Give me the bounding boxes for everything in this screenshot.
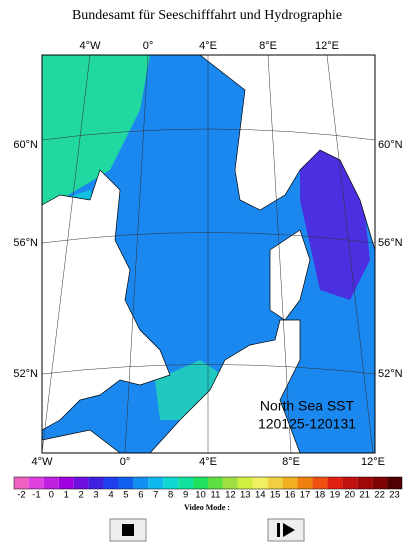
bottom-lon-label: 4°E bbox=[199, 456, 217, 468]
colorbar-cell bbox=[237, 477, 253, 489]
colorbar-cell bbox=[267, 477, 283, 489]
lat-label: 60°N bbox=[13, 139, 38, 151]
colorbar-frame bbox=[13, 476, 403, 490]
step-icon-bar bbox=[277, 523, 280, 537]
colorbar-label: 3 bbox=[93, 490, 98, 501]
bottom-lon-label: 8°E bbox=[282, 456, 300, 468]
colorbar-cell bbox=[342, 477, 358, 489]
colorbar-label: -1 bbox=[32, 490, 40, 501]
map-label: North Sea SST bbox=[260, 398, 355, 414]
colorbar-cell bbox=[178, 477, 194, 489]
colorbar-cell bbox=[222, 477, 238, 489]
colorbar-label: 11 bbox=[211, 490, 221, 501]
colorbar-label: 2 bbox=[79, 490, 84, 501]
colorbar-label: 23 bbox=[389, 490, 400, 501]
colorbar-cell bbox=[357, 477, 373, 489]
colorbar-label: 7 bbox=[153, 490, 158, 501]
lat-label: 60°N bbox=[378, 139, 403, 151]
bottom-lon-label: 12°E bbox=[361, 456, 385, 468]
colorbar-cell bbox=[252, 477, 268, 489]
step-icon-arrow bbox=[283, 523, 295, 537]
colorbar-label: 5 bbox=[123, 490, 128, 501]
denmark bbox=[269, 229, 311, 321]
colorbar-cell bbox=[58, 477, 74, 489]
colorbar-cell bbox=[312, 477, 328, 489]
colorbar-label: 17 bbox=[300, 490, 311, 501]
map-label: 120125-120131 bbox=[258, 416, 356, 432]
colorbar-cell bbox=[327, 477, 343, 489]
map bbox=[41, 54, 376, 454]
colorbar-cell bbox=[148, 477, 164, 489]
bottom-lon-label: 4°W bbox=[32, 456, 54, 468]
colorbar-label: 1 bbox=[64, 490, 69, 501]
colorbar-label: 13 bbox=[240, 490, 251, 501]
continent bbox=[149, 319, 301, 454]
colorbar-label: 16 bbox=[285, 490, 296, 501]
lat-label: 52°N bbox=[378, 368, 403, 380]
warm-water bbox=[42, 55, 150, 205]
colorbar-cell bbox=[208, 477, 223, 489]
colorbar-cell bbox=[73, 477, 89, 489]
norway bbox=[198, 54, 376, 251]
lat-label: 52°N bbox=[13, 368, 38, 380]
colorbar-label: 6 bbox=[138, 490, 143, 501]
colorbar-label: 4 bbox=[108, 490, 113, 501]
colorbar-cell bbox=[88, 477, 104, 489]
colorbar-label: 15 bbox=[270, 490, 281, 501]
colorbar-cell bbox=[14, 477, 29, 489]
colorbar-cell bbox=[297, 477, 313, 489]
colorbar-label: 14 bbox=[255, 490, 266, 501]
colorbar-cell bbox=[118, 477, 134, 489]
colorbar-cell bbox=[372, 477, 388, 489]
colorbar-label: 22 bbox=[374, 490, 385, 501]
top-lon-label: 12°E bbox=[315, 40, 339, 52]
colorbar-cell bbox=[193, 477, 208, 489]
colorbar-cell bbox=[28, 477, 44, 489]
top-lon-label: 8°E bbox=[259, 40, 277, 52]
top-lon-label: 4°W bbox=[80, 40, 102, 52]
colorbar-cell bbox=[282, 477, 298, 489]
colorbar-label: 19 bbox=[330, 490, 341, 501]
colorbar-label: 0 bbox=[49, 490, 54, 501]
title: Bundesamt für Seeschifffahrt und Hydrogr… bbox=[72, 8, 342, 23]
top-lon-label: 4°E bbox=[199, 40, 217, 52]
colorbar-label: -2 bbox=[17, 490, 25, 501]
top-lon-label: 0° bbox=[143, 40, 154, 52]
colorbar-label: 10 bbox=[195, 490, 206, 501]
mode-label: Video Mode : bbox=[184, 503, 230, 512]
lat-label: 56°N bbox=[13, 237, 38, 249]
map-frame bbox=[41, 54, 376, 454]
colorbar-label: 21 bbox=[359, 490, 370, 501]
great-britain bbox=[41, 169, 171, 431]
colorbar-label: 18 bbox=[315, 490, 326, 501]
colorbar-cell bbox=[133, 477, 149, 489]
colorbar-cell bbox=[163, 477, 179, 489]
colorbar-cell bbox=[103, 477, 119, 489]
colorbar-label: 9 bbox=[183, 490, 188, 501]
colorbar-cell bbox=[387, 477, 402, 489]
colorbar-cell bbox=[43, 477, 59, 489]
colorbar-label: 20 bbox=[344, 490, 355, 501]
bottom-lon-label: 0° bbox=[120, 456, 131, 468]
colorbar-label: 12 bbox=[225, 490, 236, 501]
stop-icon bbox=[122, 524, 134, 536]
lat-label: 56°N bbox=[378, 237, 403, 249]
colorbar-label: 8 bbox=[168, 490, 173, 501]
graticule bbox=[41, 54, 376, 454]
